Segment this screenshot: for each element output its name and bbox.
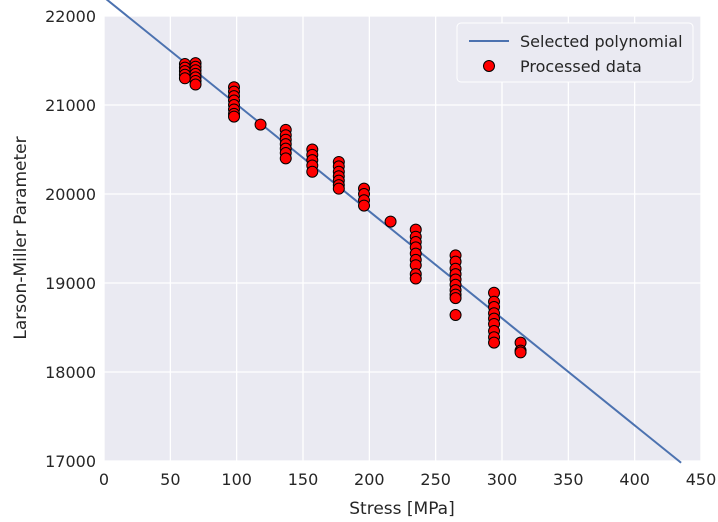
data-point: [178, 72, 191, 85]
legend-label-data: Processed data: [520, 57, 642, 76]
y-axis-label: Larson-Miller Parameter: [11, 136, 31, 339]
y-tick-label: 17000: [45, 452, 96, 471]
x-tick-labels: 0 50 100 150 200 250 300 350 400 450: [99, 470, 716, 489]
x-tick-label: 250: [420, 470, 451, 489]
data-point: [488, 336, 501, 349]
legend-label-polynomial: Selected polynomial: [520, 32, 683, 51]
x-tick-label: 350: [553, 470, 584, 489]
y-tick-label: 18000: [45, 363, 96, 382]
data-point: [384, 215, 397, 228]
x-axis-label: Stress [MPa]: [349, 499, 455, 519]
y-tick-label: 20000: [45, 185, 96, 204]
y-tick-label: 19000: [45, 274, 96, 293]
y-tick-label: 21000: [45, 96, 96, 115]
data-point: [449, 292, 462, 305]
x-tick-label: 400: [619, 470, 650, 489]
data-point: [254, 118, 267, 131]
x-tick-label: 50: [160, 470, 180, 489]
data-point: [279, 152, 292, 165]
y-tick-labels: 17000 18000 19000 20000 21000 22000: [45, 7, 96, 471]
data-point: [332, 182, 345, 195]
x-tick-label: 100: [221, 470, 252, 489]
y-tick-label: 22000: [45, 7, 96, 26]
data-point: [409, 272, 422, 285]
data-point: [228, 110, 241, 123]
x-tick-label: 150: [288, 470, 319, 489]
legend-marker-swatch: [483, 60, 495, 72]
x-tick-label: 0: [99, 470, 109, 489]
points-layer: [178, 57, 527, 359]
data-point: [449, 309, 462, 322]
legend-box: [456, 22, 694, 83]
data-point: [189, 78, 202, 91]
legend: Selected polynomial Processed data: [456, 22, 694, 83]
data-point: [514, 346, 527, 359]
x-tick-label: 300: [487, 470, 518, 489]
data-point: [358, 199, 371, 212]
data-point: [306, 165, 319, 178]
x-tick-label: 450: [686, 470, 717, 489]
x-tick-label: 200: [354, 470, 385, 489]
